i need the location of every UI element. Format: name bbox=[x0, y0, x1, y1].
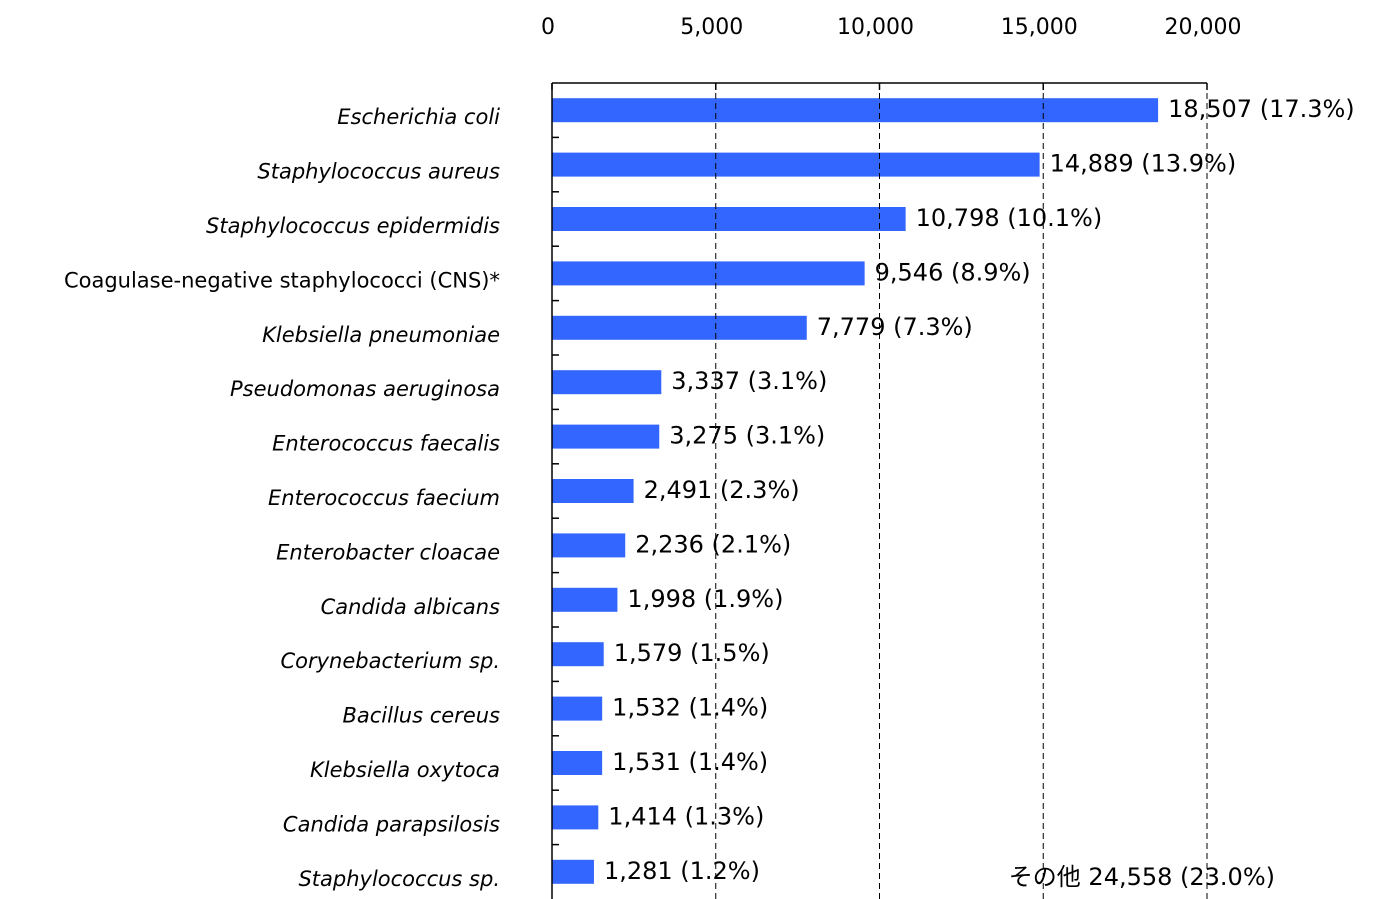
bar bbox=[552, 424, 660, 449]
bar bbox=[552, 98, 1159, 123]
category-label: Corynebacterium sp. bbox=[280, 649, 500, 673]
value-label: 1,579 (1.5%) bbox=[614, 639, 770, 667]
category-label: Klebsiella pneumoniae bbox=[262, 323, 500, 347]
category-label: Enterococcus faecalis bbox=[272, 432, 500, 456]
category-label: Pseudomonas aeruginosa bbox=[230, 377, 500, 401]
x-tick-label: 10,000 bbox=[837, 15, 914, 40]
value-label: 1,281 (1.2%) bbox=[604, 857, 760, 885]
value-label: 1,531 (1.4%) bbox=[612, 748, 768, 776]
value-label: 2,491 (2.3%) bbox=[644, 476, 800, 504]
bar bbox=[552, 207, 906, 231]
value-label: 10,798 (10.1%) bbox=[916, 204, 1103, 232]
x-tick-label: 15,000 bbox=[1001, 15, 1078, 40]
bar bbox=[552, 370, 662, 395]
annotation: その他 24,558 (23.0%) bbox=[1009, 863, 1275, 891]
bar bbox=[552, 805, 599, 830]
bar bbox=[552, 315, 807, 340]
bar bbox=[552, 696, 603, 721]
value-label: 9,546 (8.9%) bbox=[875, 258, 1031, 286]
category-label: Enterococcus faecium bbox=[268, 486, 500, 510]
value-label: 3,337 (3.1%) bbox=[671, 367, 827, 395]
value-label: 14,889 (13.9%) bbox=[1050, 150, 1237, 178]
bar bbox=[552, 152, 1040, 177]
category-label: Coagulase-negative staphylococci (CNS)* bbox=[64, 268, 500, 292]
category-label: Candida parapsilosis bbox=[283, 812, 500, 836]
value-label: 3,275 (3.1%) bbox=[669, 422, 825, 450]
value-label: 2,236 (2.1%) bbox=[635, 530, 791, 558]
x-tick-label: 5,000 bbox=[680, 15, 743, 40]
bar bbox=[552, 533, 626, 558]
value-label: 1,532 (1.4%) bbox=[612, 694, 768, 722]
bar bbox=[552, 261, 865, 286]
category-label: Candida albicans bbox=[321, 595, 500, 619]
bar bbox=[552, 859, 594, 884]
bar bbox=[552, 587, 618, 612]
value-label: 18,507 (17.3%) bbox=[1168, 95, 1355, 123]
value-label: 7,779 (7.3%) bbox=[817, 313, 973, 341]
category-label: Escherichia coli bbox=[337, 105, 500, 129]
category-label: Staphylococcus aureus bbox=[257, 160, 500, 184]
bar bbox=[552, 642, 604, 667]
category-label: Staphylococcus epidermidis bbox=[206, 214, 500, 238]
category-label: Bacillus cereus bbox=[342, 704, 500, 728]
value-label: 1,414 (1.3%) bbox=[608, 802, 764, 830]
value-label: 1,998 (1.9%) bbox=[627, 585, 783, 613]
category-label: Staphylococcus sp. bbox=[298, 867, 500, 891]
bar bbox=[552, 479, 634, 503]
bar bbox=[552, 751, 603, 775]
x-tick-label: 20,000 bbox=[1165, 15, 1242, 40]
category-label: Klebsiella oxytoca bbox=[310, 758, 500, 782]
x-tick-label: 0 bbox=[541, 15, 555, 40]
category-label: Enterobacter cloacae bbox=[276, 540, 500, 564]
